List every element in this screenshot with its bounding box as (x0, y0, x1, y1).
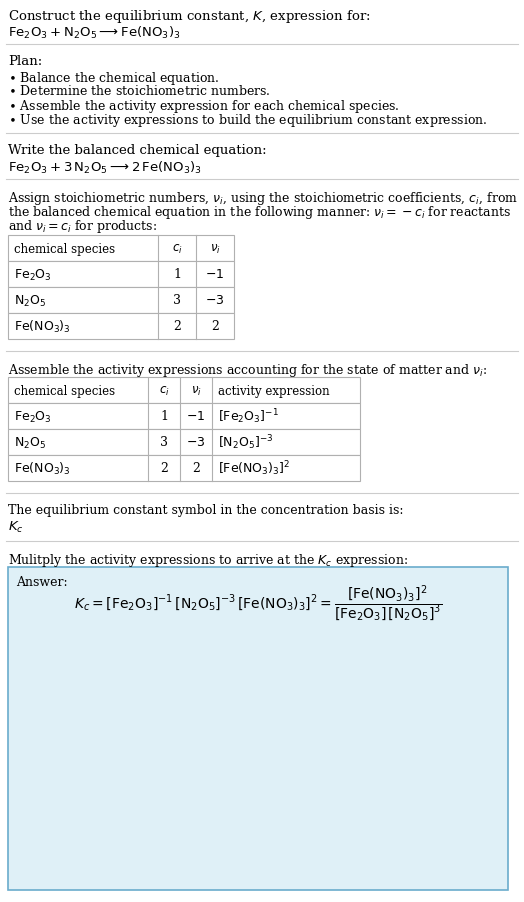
Text: $-3$: $-3$ (205, 294, 225, 308)
Text: chemical species: chemical species (14, 384, 115, 397)
Text: $\bullet$ Use the activity expressions to build the equilibrium constant express: $\bullet$ Use the activity expressions t… (8, 112, 487, 129)
Text: $\mathrm{Fe_2O_3}$: $\mathrm{Fe_2O_3}$ (14, 267, 52, 282)
Text: $\bullet$ Balance the chemical equation.: $\bullet$ Balance the chemical equation. (8, 70, 220, 87)
Text: and $\nu_i = c_i$ for products:: and $\nu_i = c_i$ for products: (8, 217, 157, 235)
FancyBboxPatch shape (8, 456, 360, 482)
Text: the balanced chemical equation in the following manner: $\nu_i = -c_i$ for react: the balanced chemical equation in the fo… (8, 204, 511, 221)
Text: 2: 2 (211, 320, 219, 333)
FancyBboxPatch shape (8, 429, 360, 456)
Text: 3: 3 (160, 436, 168, 449)
FancyBboxPatch shape (8, 262, 234, 288)
Text: Assign stoichiometric numbers, $\nu_i$, using the stoichiometric coefficients, $: Assign stoichiometric numbers, $\nu_i$, … (8, 189, 518, 207)
Text: Plan:: Plan: (8, 55, 42, 68)
Text: The equilibrium constant symbol in the concentration basis is:: The equilibrium constant symbol in the c… (8, 503, 403, 517)
Text: 2: 2 (160, 462, 168, 475)
FancyBboxPatch shape (8, 314, 234, 340)
Text: $\bullet$ Determine the stoichiometric numbers.: $\bullet$ Determine the stoichiometric n… (8, 84, 270, 98)
Text: 2: 2 (192, 462, 200, 475)
Text: $\mathrm{Fe(NO_3)_3}$: $\mathrm{Fe(NO_3)_3}$ (14, 460, 71, 476)
Text: $[\mathrm{Fe(NO_3)_3}]^2$: $[\mathrm{Fe(NO_3)_3}]^2$ (218, 459, 290, 478)
Text: $c_i$: $c_i$ (159, 384, 169, 397)
Text: $-3$: $-3$ (187, 436, 206, 449)
Text: $\bullet$ Assemble the activity expression for each chemical species.: $\bullet$ Assemble the activity expressi… (8, 98, 400, 115)
Text: 2: 2 (173, 320, 181, 333)
Text: chemical species: chemical species (14, 243, 115, 255)
Text: $\mathrm{Fe_2O_3 + 3\,N_2O_5 \longrightarrow 2\,Fe(NO_3)_3}$: $\mathrm{Fe_2O_3 + 3\,N_2O_5 \longrighta… (8, 160, 202, 176)
Text: $-1$: $-1$ (187, 410, 205, 423)
Text: 1: 1 (160, 410, 168, 423)
Text: $\mathrm{Fe_2O_3 + N_2O_5 \longrightarrow Fe(NO_3)_3}$: $\mathrm{Fe_2O_3 + N_2O_5 \longrightarro… (8, 25, 181, 41)
FancyBboxPatch shape (8, 378, 360, 403)
FancyBboxPatch shape (8, 567, 508, 890)
Text: Answer:: Answer: (16, 575, 68, 588)
Text: $K_c = [\mathrm{Fe_2O_3}]^{-1}\,[\mathrm{N_2O_5}]^{-3}\,[\mathrm{Fe(NO_3)_3}]^2 : $K_c = [\mathrm{Fe_2O_3}]^{-1}\,[\mathrm… (74, 584, 442, 623)
Text: Construct the equilibrium constant, $K$, expression for:: Construct the equilibrium constant, $K$,… (8, 8, 370, 25)
Text: $[\mathrm{Fe_2O_3}]^{-1}$: $[\mathrm{Fe_2O_3}]^{-1}$ (218, 407, 279, 426)
Text: $\mathrm{Fe(NO_3)_3}$: $\mathrm{Fe(NO_3)_3}$ (14, 318, 71, 335)
Text: $K_c$: $K_c$ (8, 520, 24, 535)
Text: $-1$: $-1$ (205, 268, 225, 281)
Text: Assemble the activity expressions accounting for the state of matter and $\nu_i$: Assemble the activity expressions accoun… (8, 362, 487, 379)
Text: $\nu_i$: $\nu_i$ (191, 384, 201, 397)
Text: activity expression: activity expression (218, 384, 330, 397)
Text: $\mathrm{N_2O_5}$: $\mathrm{N_2O_5}$ (14, 293, 46, 308)
Text: $\mathrm{Fe_2O_3}$: $\mathrm{Fe_2O_3}$ (14, 409, 52, 424)
Text: $\nu_i$: $\nu_i$ (210, 242, 221, 255)
Text: 3: 3 (173, 294, 181, 308)
Text: Write the balanced chemical equation:: Write the balanced chemical equation: (8, 143, 267, 157)
FancyBboxPatch shape (8, 288, 234, 314)
Text: $\mathrm{N_2O_5}$: $\mathrm{N_2O_5}$ (14, 435, 46, 450)
FancyBboxPatch shape (8, 235, 234, 262)
FancyBboxPatch shape (8, 403, 360, 429)
Text: $[\mathrm{N_2O_5}]^{-3}$: $[\mathrm{N_2O_5}]^{-3}$ (218, 433, 274, 452)
Text: Mulitply the activity expressions to arrive at the $K_c$ expression:: Mulitply the activity expressions to arr… (8, 551, 408, 568)
Text: $c_i$: $c_i$ (172, 242, 182, 255)
Text: 1: 1 (173, 268, 181, 281)
